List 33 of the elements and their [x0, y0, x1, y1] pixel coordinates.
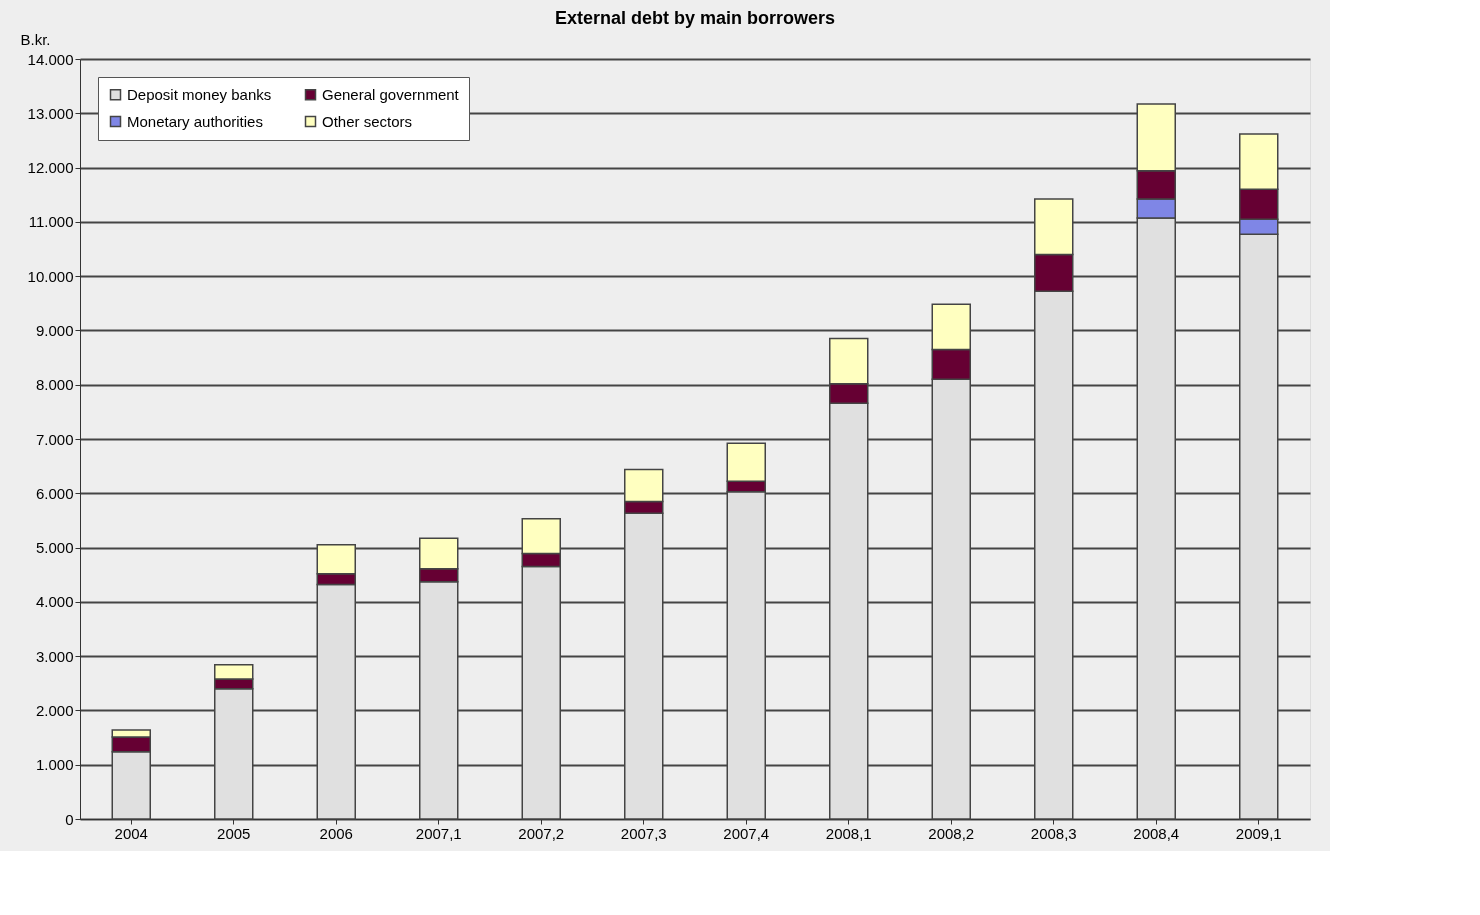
y-axis-title: B.kr. — [20, 30, 51, 48]
y-tick-label: 1.000 — [35, 756, 74, 774]
x-tick-label: 2007,1 — [415, 824, 462, 842]
y-tick-label: 9.000 — [35, 321, 74, 339]
y-tick-label: 3.000 — [35, 647, 74, 665]
y-tick-label: 11.000 — [28, 213, 74, 231]
x-tick-label: 2004 — [114, 824, 148, 842]
x-tick-label: 2008,2 — [928, 824, 975, 842]
x-tick-label: 2005 — [217, 824, 251, 842]
x-tick-label: 2007,2 — [518, 824, 565, 842]
y-tick-label: 6.000 — [35, 484, 74, 502]
x-tick-label: 2008,3 — [1030, 824, 1077, 842]
y-tick-label: 13.000 — [27, 104, 74, 122]
y-tick-label: 8.000 — [35, 376, 74, 394]
x-tick-label: 2006 — [319, 824, 353, 842]
y-tick-label: 12.000 — [27, 159, 74, 177]
legend-label: General government — [322, 85, 460, 103]
legend-label: Deposit money banks — [127, 85, 272, 103]
y-tick-label: 4.000 — [35, 593, 74, 611]
y-tick-label: 5.000 — [35, 539, 74, 557]
x-tick-label: 2008,4 — [1133, 824, 1180, 842]
y-tick-label: 14.000 — [27, 50, 74, 68]
legend-label: Monetary authorities — [127, 112, 263, 130]
y-tick-label: 10.000 — [27, 267, 74, 285]
x-tick-label: 2007,4 — [723, 824, 770, 842]
y-tick-label: 2.000 — [35, 701, 74, 719]
x-tick-label: 2008,1 — [825, 824, 872, 842]
x-tick-label: 2007,3 — [620, 824, 667, 842]
legend-label: Other sectors — [322, 112, 413, 130]
y-tick-label: 7.000 — [35, 430, 74, 448]
chart-title: External debt by main borrowers — [554, 8, 836, 28]
y-tick-label: 0 — [65, 810, 74, 828]
x-tick-label: 2009,1 — [1235, 824, 1282, 842]
